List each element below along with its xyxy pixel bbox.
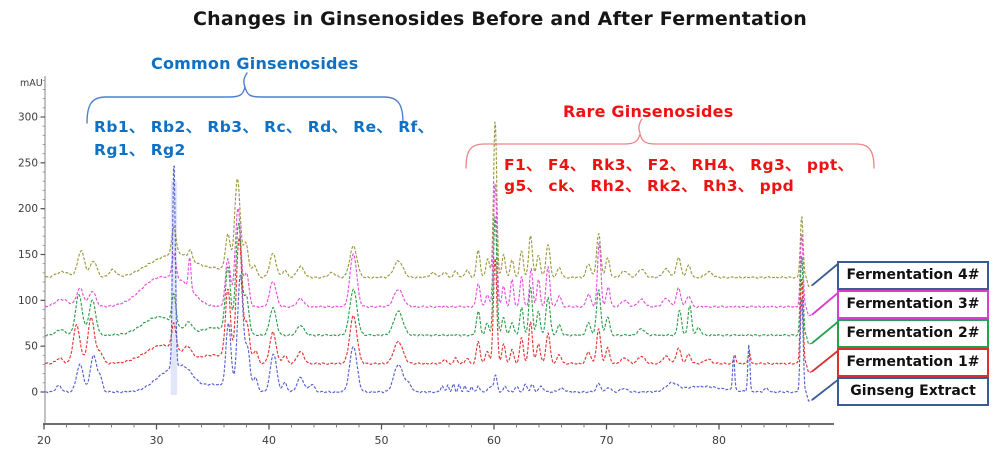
trace-fermentation-2 [45,216,813,345]
common-brace [86,72,404,124]
x-tick-label: 40 [262,434,276,447]
legend-connector-fermentation-3 [811,291,840,316]
legend-connector-fermentation-2 [811,320,840,344]
legend-connector-fermentation-1 [811,349,840,373]
x-tick-label: 30 [150,434,164,447]
x-tick-label: 70 [600,434,614,447]
y-tick-label: 50 [25,341,38,353]
trace-fermentation-1 [45,237,813,374]
x-tick-label: 80 [712,434,726,447]
common-ginsenosides-list: Rb1、 Rb2、 Rb3、 Rc、 Rd、 Re、 Rf、 Rg1、 Rg2 [94,116,434,162]
rare-ginsenosides-label: Rare Ginsenosides [563,102,734,121]
figure-title: Changes in Ginsenosides Before and After… [193,8,807,30]
y-tick-label: 300 [18,111,38,123]
y-tick-label: 200 [18,203,38,215]
peak-highlight-band [170,181,178,395]
rare-ginsenosides-line2: g5、 ck、 Rh2、 Rk2、 Rh3、 ppd [504,177,795,195]
x-tick-label: 60 [487,434,501,447]
rare-ginsenosides-line1: F1、 F4、 Rk3、 F2、 RH4、 Rg3、 ppt、 [504,156,854,174]
trace-ginseng-extract [45,165,813,402]
legend-item-fermentation-1: Fermentation 1# [837,348,989,377]
trace-fermentation-3 [45,183,813,317]
legend-connector-ginseng-extract [811,378,840,401]
common-ginsenosides-line2: Rg1、 Rg2 [94,141,186,159]
trace-fermentation-4 [45,121,813,287]
x-tick-label: 20 [37,434,51,447]
y-tick-label: 150 [18,249,38,261]
rare-brace [465,118,875,169]
legend-item-ginseng-extract: Ginseng Extract [837,377,989,406]
y-tick-label: 250 [18,157,38,169]
common-ginsenosides-line1: Rb1、 Rb2、 Rb3、 Rc、 Rd、 Re、 Rf、 [94,118,434,136]
y-tick-label: 100 [18,295,38,307]
rare-ginsenosides-list: F1、 F4、 Rk3、 F2、 RH4、 Rg3、 ppt、 g5、 ck、 … [504,155,854,197]
legend-item-fermentation-4: Fermentation 4# [837,261,989,290]
y-tick-label: 0 [31,387,38,399]
legend-item-fermentation-3: Fermentation 3# [837,290,989,319]
common-ginsenosides-label: Common Ginsenosides [151,54,359,73]
legend-connector-fermentation-4 [811,262,840,287]
legend-item-fermentation-2: Fermentation 2# [837,319,989,348]
y-axis-unit-label: mAU [20,78,43,89]
x-tick-label: 50 [375,434,389,447]
